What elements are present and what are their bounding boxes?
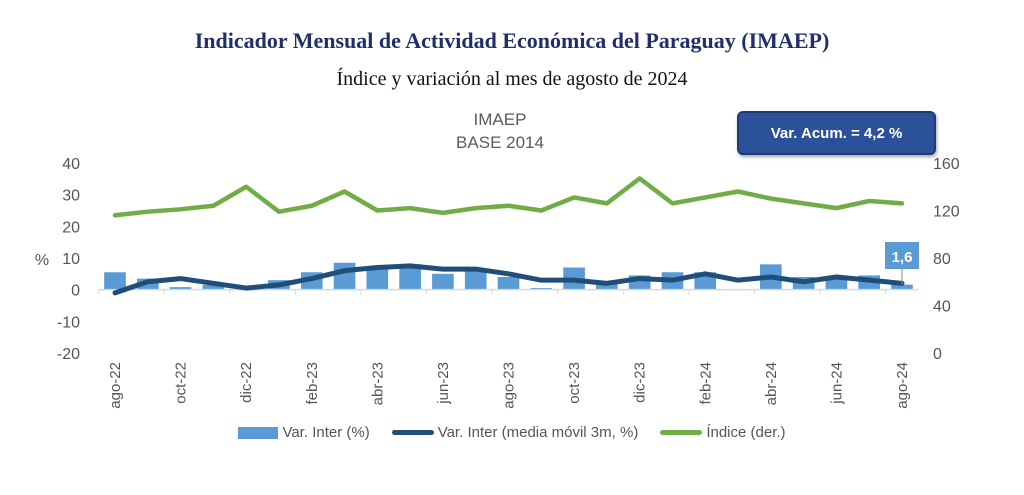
legend-label-index: Índice (der.)	[706, 424, 786, 441]
y-tick-left: 10	[62, 251, 80, 268]
x-axis-ticks: ago-22 oct-22 dic-22 feb-23 abr-23 jun-23 ago-…	[98, 289, 911, 409]
y-tick-right: 80	[933, 251, 951, 268]
y-axis-left: 40 30 20 10 0 -10 -20	[57, 156, 80, 363]
x-tick-label: ago-23	[501, 362, 518, 409]
y-tick-left: -10	[57, 314, 80, 331]
chart-title-line-2: BASE 2014	[456, 133, 544, 152]
x-tick-label: dic-22	[238, 362, 255, 403]
y-axis-label: %	[35, 252, 49, 269]
x-tick-label: ago-24	[894, 362, 911, 409]
legend-swatch-bars	[238, 426, 279, 439]
bar-ago-22	[104, 272, 126, 290]
y-tick-left: 0	[71, 283, 80, 300]
legend-item-index: Índice (der.)	[660, 424, 786, 441]
x-tick-label: dic-23	[632, 362, 649, 403]
y-tick-left: 20	[62, 219, 80, 236]
x-tick-label: feb-24	[697, 362, 714, 405]
legend-label-moving-average: Var. Inter (media móvil 3m, %)	[437, 424, 639, 441]
x-tick-label: feb-23	[304, 362, 321, 405]
annotation-label: 1,6	[892, 249, 913, 266]
y-tick-right: 40	[933, 299, 951, 316]
bar-sep-23	[530, 288, 553, 290]
x-tick-label: abr-23	[369, 362, 386, 405]
legend: Var. Inter (%) Var. Inter (media móvil 3…	[0, 424, 1024, 441]
legend-item-bars: Var. Inter (%)	[238, 424, 370, 441]
x-tick-label: oct-22	[173, 362, 190, 404]
bar-mar-23	[333, 262, 356, 290]
bar-abr-23	[366, 267, 389, 290]
x-tick-label: jun-24	[828, 362, 845, 405]
bar-ago-23	[497, 277, 520, 290]
y-tick-left: 40	[62, 156, 80, 173]
annotation-box	[885, 242, 919, 269]
y-tick-left: -20	[57, 346, 80, 363]
y-axis-right: 160 120 80 40 0	[933, 156, 960, 363]
bar-jul-23	[464, 269, 487, 290]
legend-swatch-index	[660, 430, 703, 435]
bar-may-23	[399, 264, 421, 290]
page-subtitle: Índice y variación al mes de agosto de 2…	[336, 68, 688, 90]
y-tick-right: 160	[933, 156, 960, 173]
x-tick-label: abr-24	[763, 362, 780, 405]
y-tick-right: 0	[933, 346, 942, 363]
bar-nov-22	[202, 284, 225, 290]
x-tick-label: ago-22	[107, 362, 124, 409]
bar-oct-22	[169, 287, 192, 290]
legend-swatch-moving-average	[391, 430, 434, 435]
bar-ago-24	[891, 284, 913, 290]
y-tick-right: 120	[933, 204, 960, 221]
bar-nov-23	[596, 283, 618, 290]
index-line	[112, 176, 905, 218]
moving-average-line	[112, 263, 905, 296]
x-tick-label: jun-23	[435, 362, 452, 405]
y-tick-left: 30	[62, 188, 80, 205]
bar-jun-23	[432, 273, 454, 290]
chart-title-line-1: IMAEP	[473, 110, 527, 129]
cumulative-variation-badge: Var. Acum. = 4,2 %	[737, 111, 936, 155]
legend-label-bars: Var. Inter (%)	[282, 424, 370, 441]
x-tick-label: oct-23	[566, 362, 583, 404]
legend-item-moving-average: Var. Inter (media móvil 3m, %)	[391, 424, 639, 441]
page-title: Indicador Mensual de Actividad Económica…	[194, 28, 830, 53]
